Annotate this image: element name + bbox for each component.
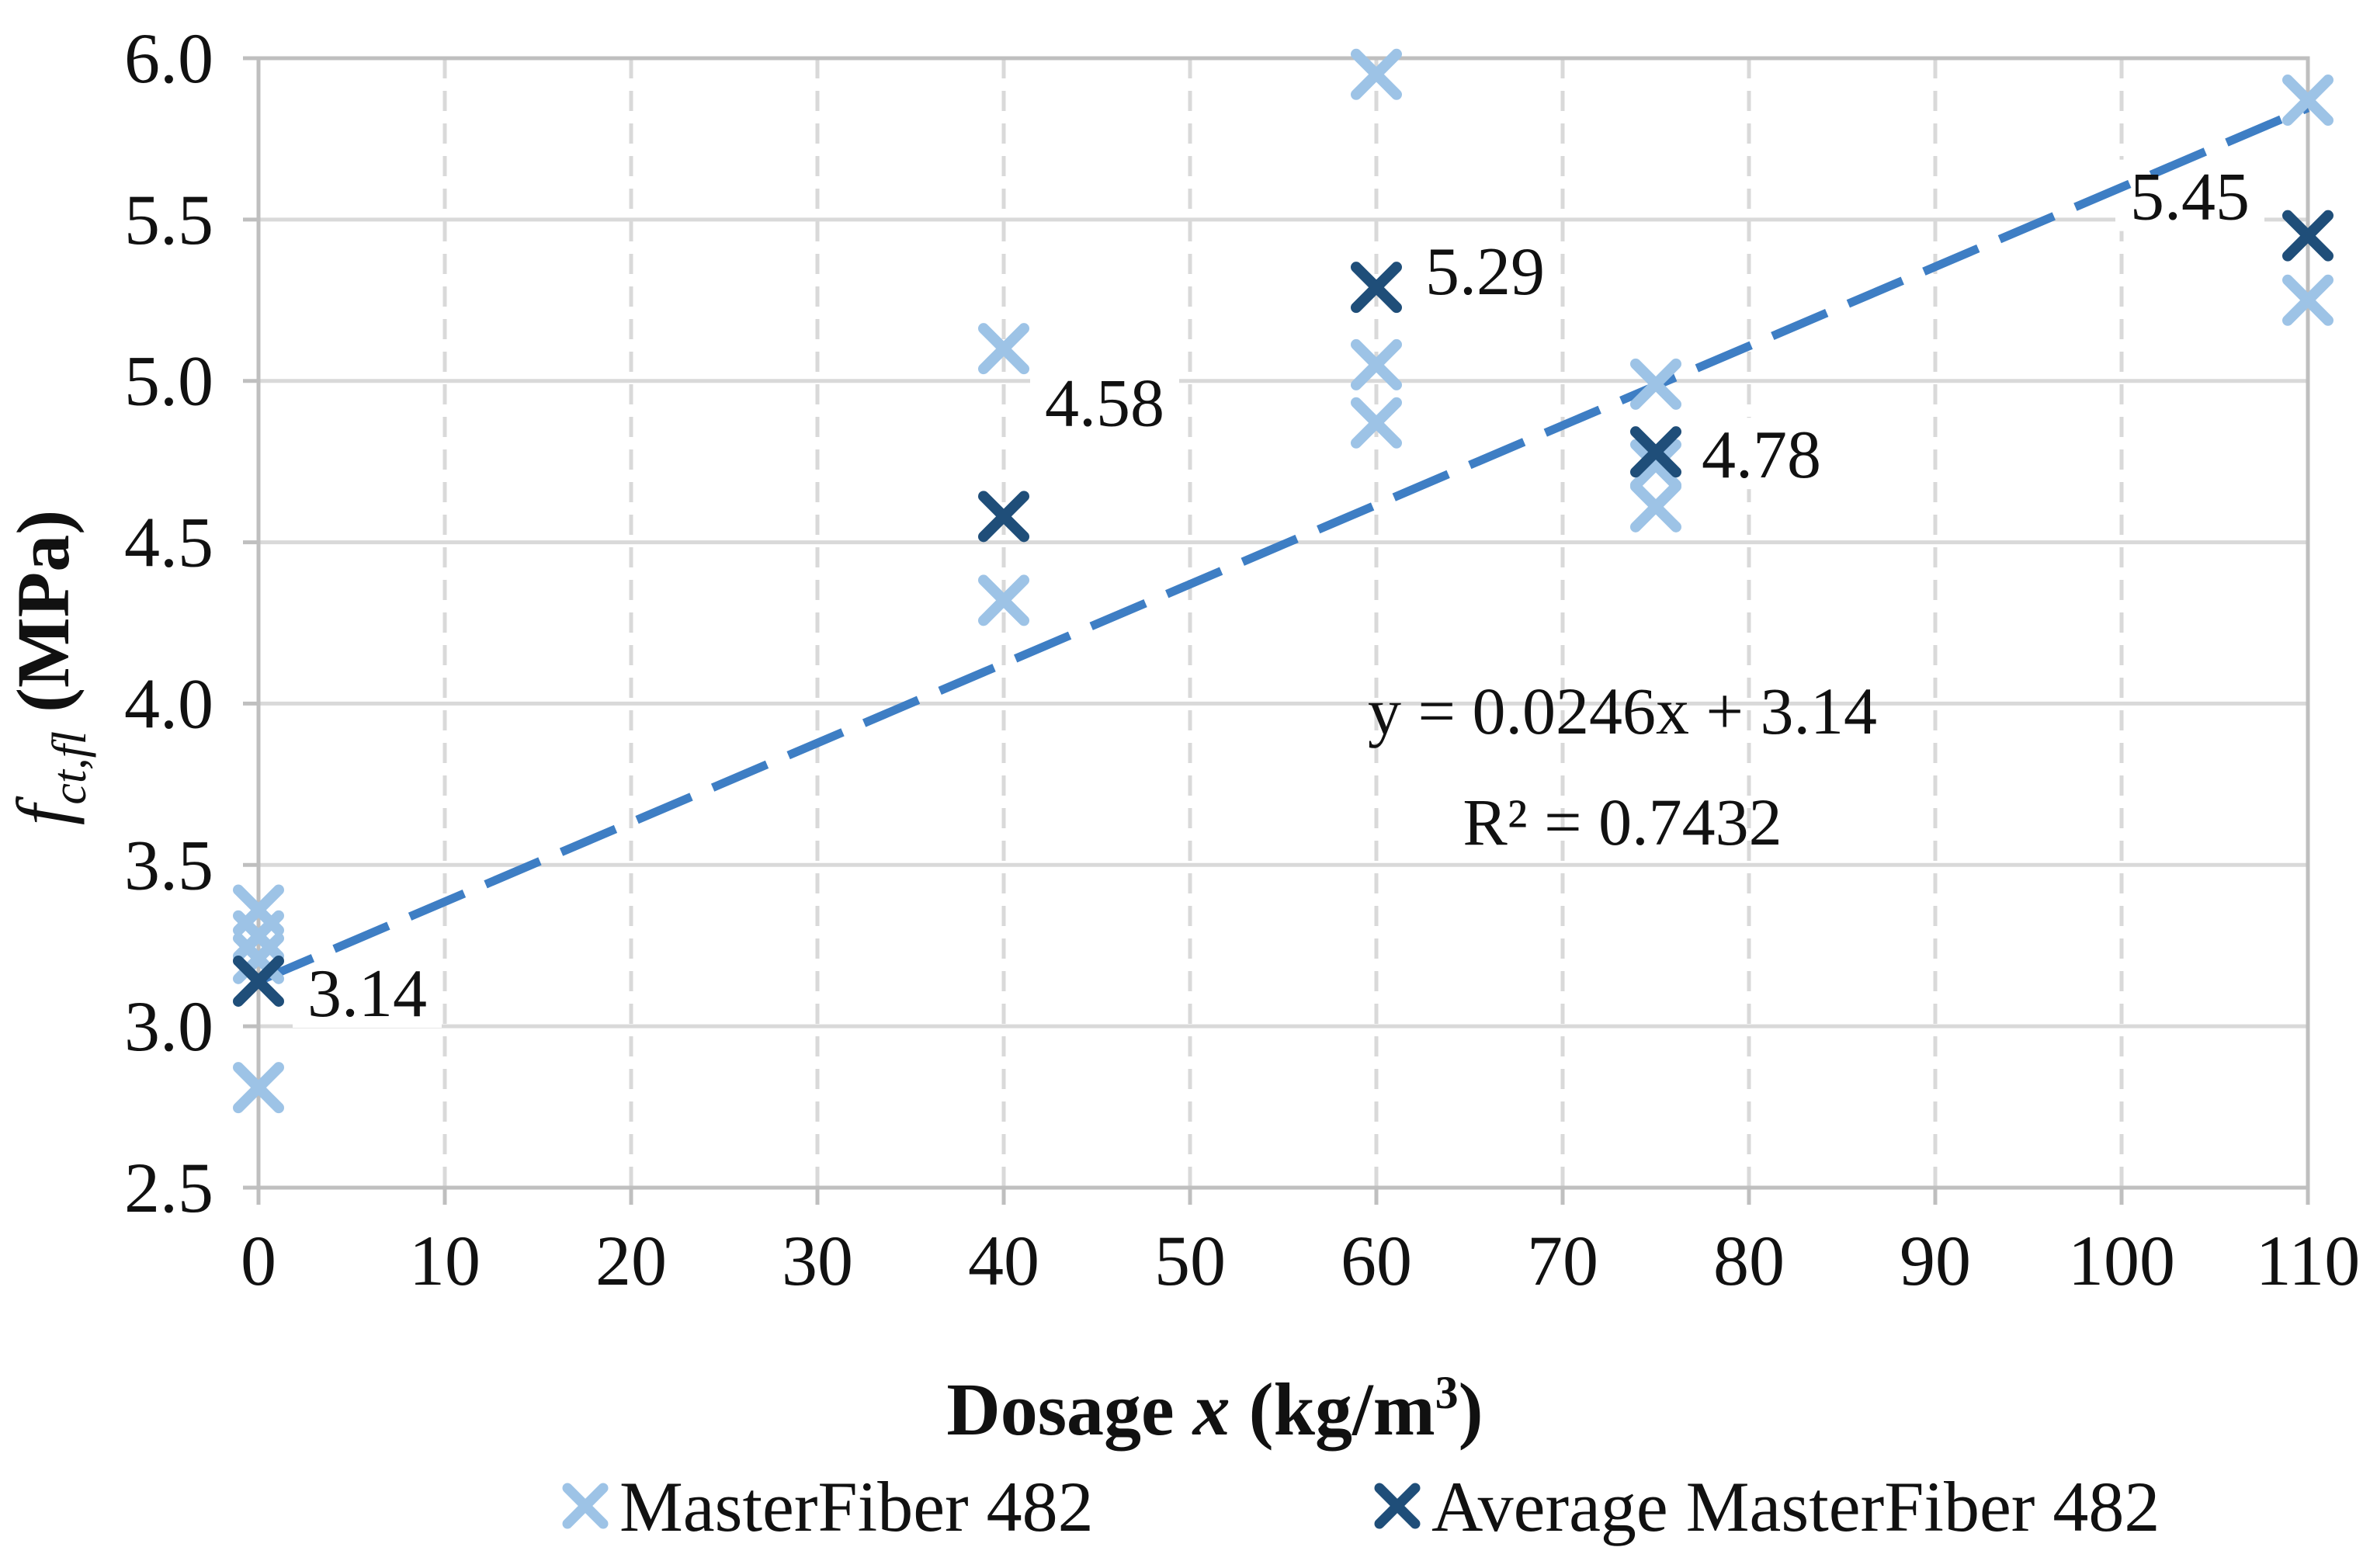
vertical-gridlines	[256, 58, 2310, 1205]
data-label-halo	[1030, 366, 1179, 438]
trend-equation: y = 0.0246x + 3.14 R² = 0.7432	[1368, 674, 1877, 859]
horizontal-gridlines	[243, 56, 2308, 1190]
data-label-halo	[1411, 234, 1560, 307]
x-tick-label: 100	[2068, 1221, 2175, 1300]
x-tick-label: 0	[241, 1221, 276, 1300]
data-point-label: 5.45	[2130, 160, 2250, 235]
y-axis-title: fct,fl (MPa)	[2, 510, 96, 826]
legend-item-label: MasterFiber 482	[619, 1467, 1094, 1546]
x-tick-label: 20	[595, 1221, 667, 1300]
series-average-masterfiber	[233, 210, 2334, 1007]
legend: MasterFiber 482 Average MasterFiber 482	[562, 1467, 2160, 1546]
legend-item-marker	[1374, 1483, 1421, 1529]
y-tick-label: 4.5	[124, 503, 213, 582]
data-point-marker	[233, 955, 284, 1007]
x-tick-label: 50	[1154, 1221, 1226, 1300]
data-point-label: 3.14	[307, 956, 427, 1032]
x-tick-label: 40	[968, 1221, 1039, 1300]
data-point-labels: 3.14 4.58 5.29 4.78 5.45	[307, 160, 2250, 1032]
equation-line-1: y = 0.0246x + 3.14	[1368, 674, 1877, 748]
data-point-marker	[1351, 48, 1402, 100]
data-point-label: 4.78	[1702, 418, 1821, 493]
x-tick-label: 110	[2256, 1221, 2361, 1300]
data-label-halo	[293, 956, 442, 1028]
legend-item-marker	[562, 1483, 609, 1529]
data-label-halos	[293, 159, 2264, 1028]
data-point-marker	[1351, 338, 1402, 390]
data-point-marker	[1351, 397, 1402, 449]
data-point-marker	[2282, 274, 2334, 326]
data-point-marker	[1630, 358, 1681, 410]
data-point-label: 5.29	[1425, 234, 1545, 310]
x-tick-label: 90	[1900, 1221, 1971, 1300]
data-point-marker	[1630, 480, 1681, 532]
y-tick-label: 6.0	[124, 19, 213, 98]
x-tick-label: 60	[1341, 1221, 1412, 1300]
equation-line-2: R² = 0.7432	[1463, 785, 1782, 859]
x-tick-label: 70	[1527, 1221, 1598, 1300]
data-point-marker	[2282, 210, 2334, 262]
data-point-marker	[978, 323, 1029, 375]
y-tick-label: 5.0	[124, 342, 213, 421]
data-point-marker	[978, 491, 1029, 543]
data-point-marker	[1630, 426, 1681, 478]
data-label-halo	[2115, 159, 2264, 231]
x-tick-label: 10	[409, 1221, 481, 1300]
x-axis-title: Dosage x (kg/m3)	[946, 1367, 1483, 1451]
y-tick-label: 3.5	[124, 825, 213, 904]
series-masterfiber	[233, 48, 2334, 1114]
y-tick-label: 2.5	[124, 1148, 213, 1227]
y-tick-labels: 6.0 5.5 5.0 4.5 4.0 3.5 3.0 2.5	[124, 19, 213, 1227]
legend-item-label: Average MasterFiber 482	[1431, 1467, 2160, 1546]
x-tick-label: 80	[1713, 1221, 1785, 1300]
trend-line	[256, 103, 2310, 986]
data-point-marker	[233, 1062, 284, 1114]
data-label-halo	[1687, 418, 1836, 490]
data-point-marker	[1630, 439, 1681, 491]
data-point-marker	[978, 574, 1029, 626]
data-point-marker	[2282, 75, 2334, 127]
plot-border	[256, 56, 2310, 1190]
x-tick-labels: 0 10 20 30 40 50 60 70 80 90 100 110	[241, 1221, 2360, 1300]
y-tick-label: 5.5	[124, 180, 213, 259]
y-tick-label: 4.0	[124, 664, 213, 743]
x-tick-label: 30	[782, 1221, 853, 1300]
data-point-label: 4.58	[1045, 366, 1164, 441]
y-tick-label: 3.0	[124, 987, 213, 1066]
data-point-marker	[1351, 262, 1402, 314]
